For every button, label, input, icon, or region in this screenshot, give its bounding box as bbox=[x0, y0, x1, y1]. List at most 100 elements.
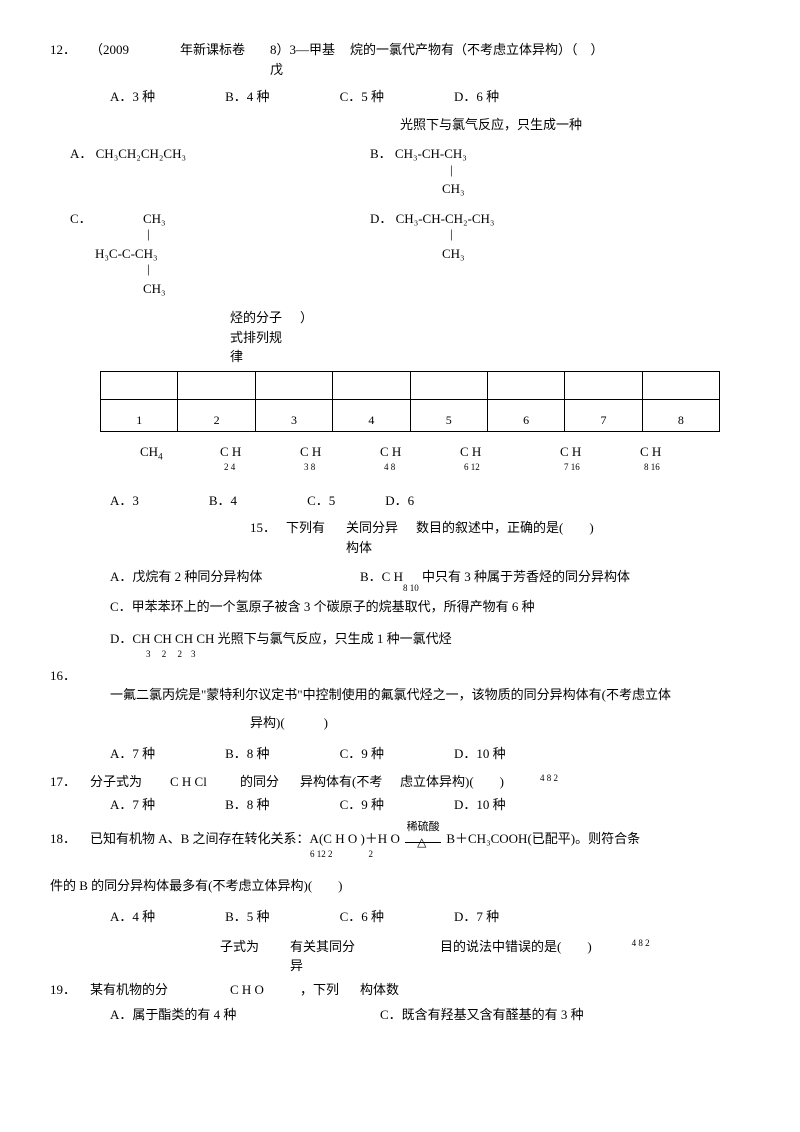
q17-num: 17． bbox=[50, 772, 90, 792]
q16-optB: B．8 种 bbox=[225, 744, 269, 764]
q18-options: A．4 种 B．5 种 C．6 种 D．7 种 bbox=[110, 907, 750, 927]
cell-8: 8 bbox=[642, 399, 719, 431]
q18-optA: A．4 种 bbox=[110, 907, 155, 927]
q17-options: A．7 种 B．8 种 C．9 种 D．10 种 bbox=[110, 795, 750, 815]
q12-options: A．3 种 B．4 种 C．5 种 D．6 种 bbox=[110, 87, 750, 107]
q16-optC: C．9 种 bbox=[340, 744, 384, 764]
q18-text2: 件的 B 的同分异构体最多有(不考虑立体异构)( ) bbox=[50, 876, 750, 896]
structC-bot: CH₃ bbox=[143, 279, 166, 299]
q19-num: 19． bbox=[50, 980, 90, 1000]
q15-optC: C．甲苯苯环上的一个氢原子被含 3 个碳原子的烷基取代，所得产物有 6 种 bbox=[110, 597, 750, 617]
q19-optC: C．既含有羟基又含有醛基的有 3 种 bbox=[380, 1005, 584, 1025]
q16: 16． 一氟二氯丙烷是"蒙特利尔议定书"中控制使用的氟氯代烃之一，该物质的同分异… bbox=[50, 666, 750, 733]
q14-optB: B．4 bbox=[209, 491, 237, 511]
structC-mid: H₃C-C-CH₃ bbox=[95, 244, 166, 264]
structB-line1: CH₃-CH-CH₃ bbox=[395, 146, 467, 161]
q16-num: 16． bbox=[50, 666, 750, 686]
q18-sub: 6 12 2 2 bbox=[310, 848, 640, 862]
cell-1: 1 bbox=[101, 399, 178, 431]
q14-optD: D．6 bbox=[385, 491, 414, 511]
q18-optB: B．5 种 bbox=[225, 907, 269, 927]
q17-optA: A．7 种 bbox=[110, 795, 155, 815]
q17-optC: C．9 种 bbox=[340, 795, 384, 815]
q19-stem: 子式为 有关其同分异 目的说法中错误的是( ) 4 8 2 bbox=[50, 937, 750, 976]
q12-optB: B．4 种 bbox=[225, 87, 269, 107]
q17-optB: B．8 种 bbox=[225, 795, 269, 815]
q12-optC: C．5 种 bbox=[340, 87, 384, 107]
q19-frag6: 目的说法中错误的是( ) bbox=[440, 937, 602, 957]
structA-label: A． bbox=[70, 146, 92, 161]
q15-stem: 15． 下列有 关同分异构体 数目的叙述中，正确的是( ) bbox=[250, 518, 750, 557]
q13-note: 光照下与氯气反应，只生成一种 bbox=[400, 115, 582, 135]
cell-6: 6 bbox=[487, 399, 564, 431]
q17-optD: D．10 种 bbox=[454, 795, 506, 815]
q18-pre: 已知有机物 A、B 之间存在转化关系：A(C H O )＋H O bbox=[90, 831, 400, 846]
cell-7: 7 bbox=[565, 399, 642, 431]
cell-5: 5 bbox=[410, 399, 487, 431]
structB-line2: CH₃ bbox=[442, 179, 670, 199]
cell-4: 4 bbox=[333, 399, 410, 431]
q19-optA: A．属于酯类的有 4 种 bbox=[110, 1005, 380, 1025]
q14-frag1: 烃的分子式排列规律 bbox=[230, 308, 300, 367]
q12-frag2: 年新课标卷 bbox=[180, 40, 270, 60]
structs-AB: A． CH₃CH₂CH₂CH₃ B． CH₃-CH-CH₃ | CH₃ C． C… bbox=[70, 144, 750, 298]
q14-table-row-nums: 1 2 3 4 5 6 7 8 bbox=[101, 399, 720, 431]
q14-optC: C．5 bbox=[307, 491, 335, 511]
q17-frag5: 虑立体异构)( ) bbox=[400, 772, 540, 792]
q14-table-row-empty bbox=[101, 371, 720, 399]
structD-label: D． bbox=[370, 211, 392, 226]
q17-frag3: 的同分 bbox=[240, 772, 300, 792]
q15-frag3: 数目的叙述中，正确的是( ) bbox=[416, 518, 604, 538]
q14-formulas: CH4 C H2 4 C H3 8 C H4 8 C H6 12 C H7 16… bbox=[140, 442, 750, 475]
structB-label: B． bbox=[370, 146, 392, 161]
q19-frag2-top: 子式为 bbox=[220, 937, 290, 957]
q18-stem: 18． 已知有机物 A、B 之间存在转化关系：A(C H O )＋H O 稀硫酸… bbox=[50, 829, 750, 862]
q13-note-row: 光照下与氯气反应，只生成一种 bbox=[50, 115, 750, 135]
q19-frag3: ，下列 bbox=[300, 980, 360, 1000]
q17-frag4: 异构体有(不考 bbox=[300, 772, 400, 792]
q18-post: B＋CH₃COOH(已配平)。则符合条 bbox=[446, 831, 640, 846]
cell-3: 3 bbox=[255, 399, 332, 431]
q15-frag2: 关同分异构体 bbox=[346, 518, 416, 557]
q19-frag4: 有关其同分异 bbox=[290, 937, 370, 976]
q19-frag1: 某有机物的分 bbox=[90, 980, 230, 1000]
q12-frag1: （2009 bbox=[90, 40, 180, 60]
q16-optD: D．10 种 bbox=[454, 744, 506, 764]
q15-num: 15． bbox=[250, 518, 286, 538]
q12-optD: D．6 种 bbox=[454, 87, 499, 107]
q15-optA: A．戊烷有 2 种同分异构体 bbox=[110, 567, 360, 589]
structD-line2: CH₃ bbox=[442, 244, 670, 264]
q16-options: A．7 种 B．8 种 C．9 种 D．10 种 bbox=[110, 744, 750, 764]
q19-sub: 4 8 2 bbox=[632, 937, 660, 951]
q16-text2: 异构)( ) bbox=[250, 713, 750, 733]
q19-stem2: 19． 某有机物的分 C H O ，下列 构体数 bbox=[50, 980, 750, 1000]
q14-optA: A．3 bbox=[110, 491, 139, 511]
q12-frag3: 8）3—甲基戊 bbox=[270, 40, 350, 79]
q12-num: 12． bbox=[50, 40, 90, 60]
q15-optAB: A．戊烷有 2 种同分异构体 B．C H8 10 中只有 3 种属于芳香烃的同分… bbox=[110, 567, 750, 589]
q19-frag5: 构体数 bbox=[360, 980, 430, 1000]
cell-2: 2 bbox=[178, 399, 255, 431]
q15-optB-post: 中只有 3 种属于芳香烃的同分异构体 bbox=[422, 569, 630, 584]
q15-optB-pre: B．C H bbox=[360, 569, 403, 584]
q16-text1: 一氟二氯丙烷是"蒙特利尔议定书"中控制使用的氟氯代烃之一，该物质的同分异构体有(… bbox=[110, 685, 750, 705]
structA-formula: CH₃CH₂CH₂CH₃ bbox=[96, 146, 186, 161]
q18-num: 18． bbox=[50, 829, 90, 849]
q17-frag1: 分子式为 bbox=[90, 772, 170, 792]
q19-optAC: A．属于酯类的有 4 种 C．既含有羟基又含有醛基的有 3 种 bbox=[110, 1005, 750, 1025]
structD-line1: CH₃-CH-CH₂-CH₃ bbox=[396, 211, 495, 226]
q16-optA: A．7 种 bbox=[110, 744, 155, 764]
q18-optC: C．6 种 bbox=[340, 907, 384, 927]
q17-stem: 17． 分子式为 C H Cl 的同分 异构体有(不考 虑立体异构)( ) 4 … bbox=[50, 772, 750, 792]
q15-frag1: 下列有 bbox=[286, 518, 346, 538]
q15-optD: D．CH CH CH CH 光照下与氯气反应，只生成 1 种一氯代烃 3 2 2… bbox=[110, 629, 750, 662]
q14-frag2: ） bbox=[300, 308, 323, 328]
q14-frag-row: 烃的分子式排列规律 ） bbox=[50, 308, 750, 367]
q12-stem: 12． （2009 年新课标卷 8）3—甲基戊 烷的一氯代产物有（不考虑立体异构… bbox=[50, 40, 750, 79]
q12-frag4: 烷的一氯代产物有（不考虑立体异构）（ ） bbox=[350, 40, 614, 60]
q18-optD: D．7 种 bbox=[454, 907, 499, 927]
q17-sub: 4 8 2 bbox=[540, 772, 568, 786]
q17-frag2: C H Cl bbox=[170, 774, 207, 789]
q14-table: 1 2 3 4 5 6 7 8 bbox=[100, 371, 720, 432]
q14-options: A．3 B．4 C．5 D．6 bbox=[110, 491, 750, 511]
